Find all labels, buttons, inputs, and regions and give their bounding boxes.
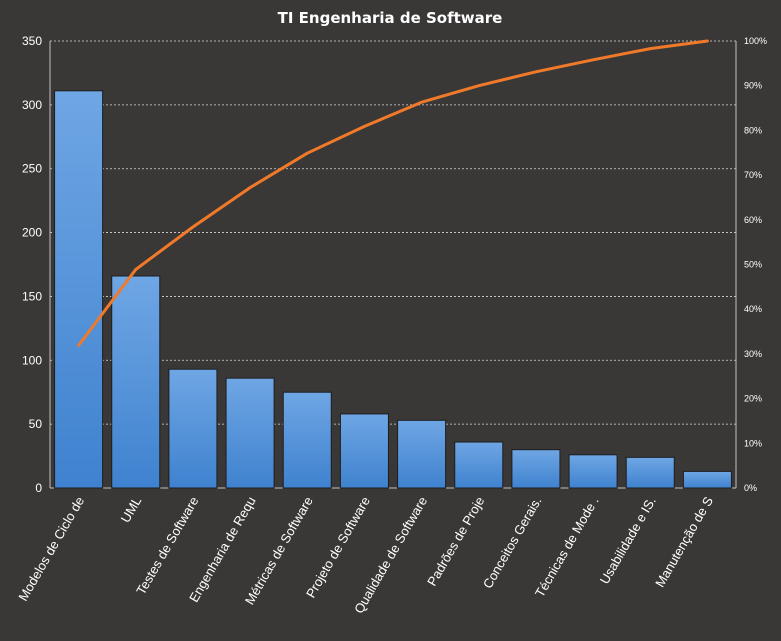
bar	[111, 275, 161, 489]
y-tick-label: 350	[22, 34, 42, 48]
y2-tick-label: 70%	[744, 170, 762, 180]
gridlines	[49, 40, 737, 489]
y2-tick-label: 80%	[744, 125, 762, 135]
y2-tick-label: 0%	[744, 483, 757, 493]
bar	[511, 449, 561, 489]
chart-title: TI Engenharia de Software	[278, 9, 503, 27]
y2-tick-label: 100%	[744, 36, 767, 46]
bar	[54, 90, 104, 489]
y2-tick-label: 40%	[744, 304, 762, 314]
bar	[397, 419, 447, 489]
y2-tick-label: 10%	[744, 438, 762, 448]
y-tick-label: 50	[29, 417, 43, 431]
y-tick-label: 100	[22, 353, 42, 367]
y2-tick-label: 50%	[744, 260, 762, 270]
category-label: Conceitos Gerais.	[480, 494, 545, 591]
y-tick-label: 300	[22, 98, 42, 112]
bar	[568, 454, 618, 489]
cumulative-percentage-line	[77, 39, 709, 347]
category-label: Padrões de Proje	[424, 494, 487, 588]
y2-tick-label: 30%	[744, 349, 762, 359]
category-label: Testes de Software	[133, 494, 201, 597]
y2-tick-label: 20%	[744, 394, 762, 404]
bar	[225, 377, 275, 489]
cumulative-line-series	[77, 39, 709, 347]
bar	[682, 470, 732, 489]
category-label: Modelos de Ciclo de	[15, 494, 87, 604]
category-label: Técnicas de Mode .	[532, 494, 602, 600]
y-tick-label: 150	[22, 289, 42, 303]
y-tick-label: 0	[35, 481, 42, 495]
category-label: Manutenção de S	[652, 494, 716, 590]
category-label: Usabilidade e IS.	[597, 494, 659, 587]
category-label: UML	[118, 494, 145, 525]
category-label: Projeto de Software	[303, 494, 373, 600]
y2-tick-label: 60%	[744, 215, 762, 225]
right-axis-ticks: 0% 10% 20% 30% 40% 50% 60% 70% 80% 90% 100%	[744, 36, 767, 493]
y-tick-label: 250	[22, 162, 42, 176]
bar	[625, 456, 675, 489]
left-axis-ticks: 0 50 100 150 200 250 300 350	[22, 34, 42, 495]
bar	[454, 441, 504, 489]
bar	[339, 413, 389, 489]
bar	[168, 368, 218, 489]
y-tick-label: 200	[22, 226, 42, 240]
bar-series	[54, 90, 732, 489]
y2-tick-label: 90%	[744, 81, 762, 91]
bar	[282, 391, 332, 489]
